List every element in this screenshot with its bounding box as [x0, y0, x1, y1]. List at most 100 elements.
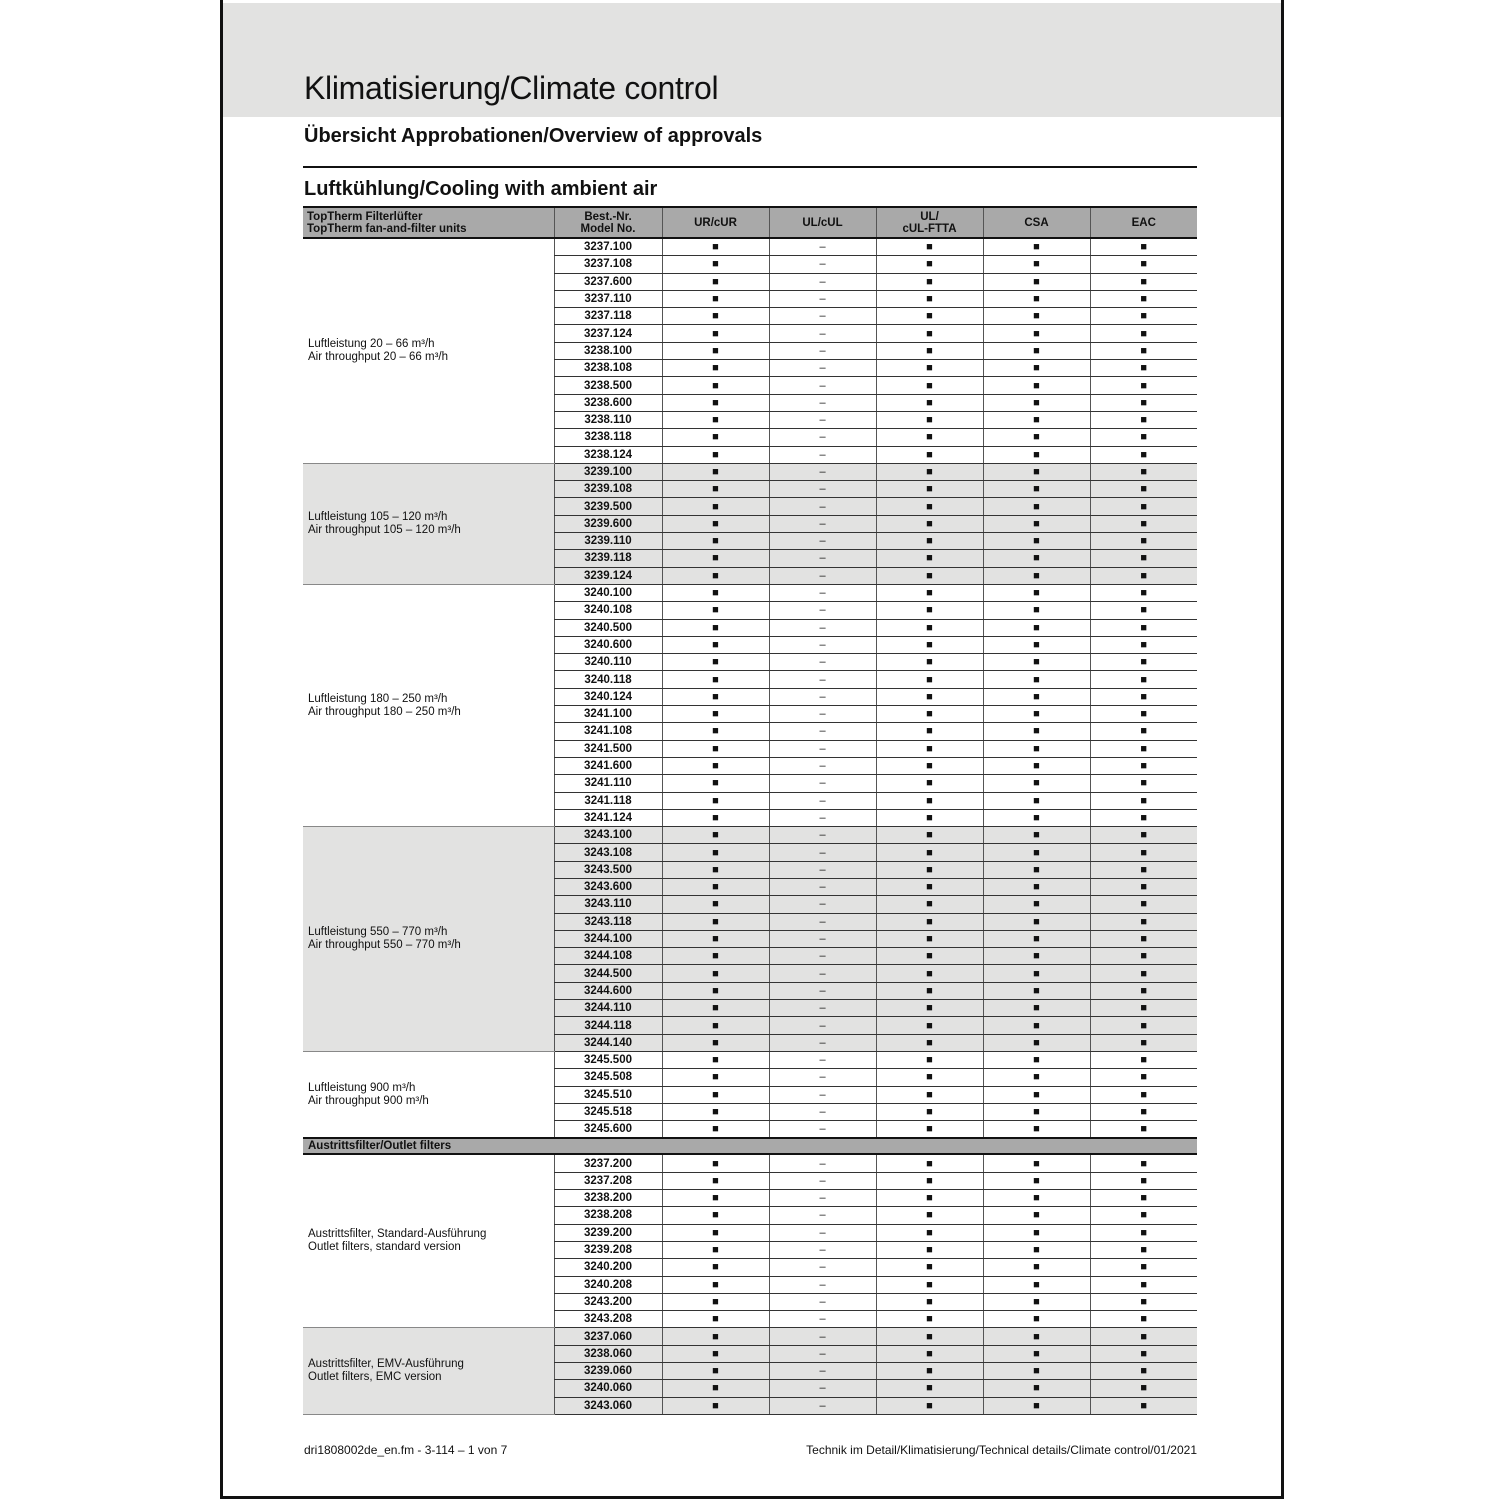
model-number: 3240.060 [553, 1379, 662, 1398]
approval-mark: – [819, 1174, 826, 1187]
approval-mark: – [819, 535, 826, 548]
approval-cell: – [768, 549, 876, 568]
approval-cell: ■ [982, 861, 1090, 879]
approval-mark: – [819, 396, 826, 409]
approval-mark: ■ [926, 587, 933, 600]
approval-mark: ■ [1140, 362, 1148, 375]
approval-cell: ■ [1089, 324, 1197, 343]
table-row: 3240.118 ■ – ■ ■ ■ [303, 670, 1197, 689]
approval-cell: ■ [661, 930, 769, 949]
model-number: 3239.200 [553, 1224, 662, 1242]
group-label-line: Luftleistung 20 – 66 m³/h [308, 337, 435, 350]
approval-cell: ■ [875, 601, 983, 620]
approval-mark: ■ [712, 275, 719, 288]
approval-mark: ■ [1140, 569, 1148, 582]
approval-mark: ■ [1033, 638, 1040, 651]
approval-mark: – [819, 604, 826, 617]
approval-cell: ■ [1089, 826, 1197, 845]
approval-cell: ■ [661, 1310, 769, 1329]
approval-mark: ■ [712, 1261, 719, 1274]
approval-cell: ■ [661, 670, 769, 689]
approval-cell: ■ [875, 1051, 983, 1070]
approval-cell: ■ [661, 1224, 769, 1242]
table-row: 3240.600 ■ – ■ ■ ■ [303, 636, 1197, 655]
approval-cell: ■ [661, 653, 769, 672]
approval-cell: ■ [661, 999, 769, 1018]
column-header: CSA [982, 206, 1090, 239]
approval-cell: – [768, 532, 876, 551]
model-number: 3237.100 [553, 238, 662, 257]
approval-cell: ■ [875, 999, 983, 1018]
approval-mark: ■ [1033, 483, 1040, 496]
approval-cell: – [768, 1068, 876, 1087]
approval-cell: ■ [875, 273, 983, 291]
approval-cell: ■ [982, 411, 1090, 430]
approval-cell: ■ [661, 982, 769, 1001]
approval-mark: ■ [712, 690, 719, 703]
table-row: 3238.100 ■ – ■ ■ ■ [303, 342, 1197, 361]
approval-mark: ■ [1033, 500, 1040, 513]
approval-mark: ■ [712, 621, 719, 634]
approval-mark: ■ [926, 656, 933, 669]
approval-mark: – [819, 448, 826, 461]
approval-mark: ■ [1140, 1330, 1148, 1343]
approval-cell: ■ [661, 878, 769, 897]
approval-mark: ■ [712, 1174, 719, 1187]
approval-mark: ■ [712, 1244, 719, 1257]
approval-mark: – [819, 708, 826, 721]
approval-cell: ■ [661, 1397, 769, 1415]
approval-cell: ■ [661, 964, 769, 983]
approval-cell: ■ [982, 290, 1090, 309]
approval-cell: ■ [982, 930, 1090, 949]
approval-mark: ■ [1033, 760, 1040, 773]
approval-cell: ■ [982, 982, 1090, 1001]
approval-cell: ■ [982, 809, 1090, 828]
approval-mark: ■ [1033, 310, 1040, 323]
approval-cell: ■ [661, 1258, 769, 1277]
table-row: 3238.110 ■ – ■ ■ ■ [303, 411, 1197, 430]
approval-cell: ■ [875, 895, 983, 914]
approval-cell: – [768, 982, 876, 1001]
approval-mark: ■ [1033, 898, 1040, 911]
approval-mark: ■ [1033, 1036, 1040, 1049]
approval-cell: ■ [982, 913, 1090, 931]
model-number: 3238.108 [553, 359, 662, 378]
approval-mark: ■ [1033, 725, 1040, 738]
approval-mark: ■ [926, 1019, 933, 1032]
approval-cell: ■ [661, 515, 769, 534]
approval-mark: ■ [1140, 241, 1148, 254]
approval-mark: ■ [1140, 846, 1148, 859]
approval-mark: ■ [1140, 863, 1148, 876]
model-number: 3244.118 [553, 1016, 662, 1035]
group-label-line: Austrittsfilter, Standard-Ausführung [308, 1228, 487, 1241]
approval-mark: – [819, 1261, 826, 1274]
approval-cell: ■ [875, 497, 983, 516]
approval-mark: ■ [1140, 950, 1148, 963]
approval-cell: ■ [661, 1103, 769, 1122]
approval-cell: ■ [1089, 290, 1197, 309]
approval-mark: – [819, 1192, 826, 1205]
table-row: 3241.110 ■ – ■ ■ ■ [303, 774, 1197, 793]
approval-mark: ■ [712, 950, 719, 963]
approval-cell: ■ [1089, 601, 1197, 620]
approval-mark: ■ [926, 327, 933, 340]
approval-cell: ■ [875, 947, 983, 966]
approval-mark: ■ [1140, 1157, 1148, 1170]
approval-cell: ■ [1089, 1189, 1197, 1208]
approval-mark: ■ [1140, 1295, 1148, 1308]
approval-mark: – [819, 760, 826, 773]
approval-cell: ■ [982, 1034, 1090, 1052]
approval-mark: – [819, 1295, 826, 1308]
approval-mark: ■ [926, 621, 933, 634]
approval-cell: ■ [1089, 238, 1197, 257]
approval-mark: – [819, 241, 826, 254]
model-number: 3240.600 [553, 636, 662, 655]
approval-cell: ■ [1089, 895, 1197, 914]
approval-mark: ■ [1033, 535, 1040, 548]
approval-cell: ■ [1089, 1397, 1197, 1415]
approval-mark: – [819, 1105, 826, 1118]
model-number: 3244.600 [553, 982, 662, 1001]
approval-mark: ■ [712, 379, 719, 392]
model-number: 3237.060 [553, 1327, 662, 1346]
table-row: 3238.108 ■ – ■ ■ ■ [303, 359, 1197, 378]
